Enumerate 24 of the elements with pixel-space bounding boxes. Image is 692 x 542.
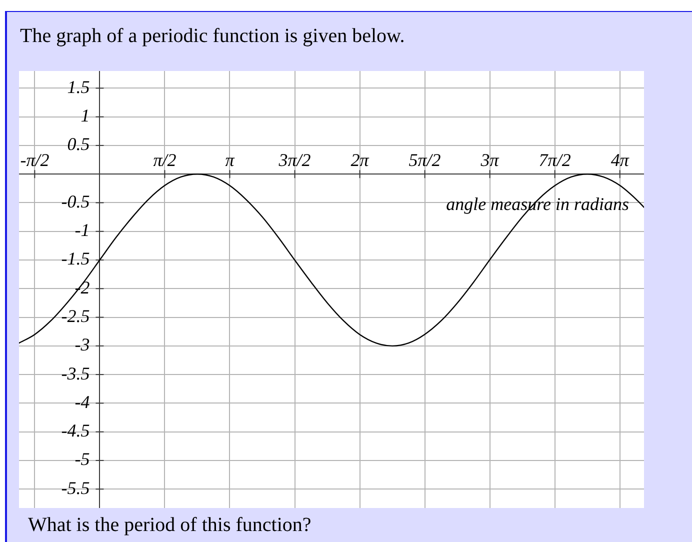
x-tick-label: 3π (480, 150, 500, 170)
y-tick-label: -4.5 (61, 420, 90, 441)
y-tick-label: 0.5 (67, 134, 90, 154)
y-tick-label: -4 (74, 392, 90, 412)
x-tick-label: π/2 (153, 150, 176, 170)
y-tick-label: -0.5 (61, 191, 90, 212)
y-tick-label: -2.5 (61, 306, 90, 326)
chart-title: The graph of a periodic function is given below. (20, 25, 405, 47)
y-tick-label: -3 (74, 334, 90, 355)
x-tick-label: 3π/2 (278, 150, 311, 170)
text: What is the period of this function? (28, 514, 312, 536)
y-tick-label: -5.5 (61, 478, 90, 498)
x-tick-label: 7π/2 (538, 150, 571, 170)
y-tick-label: 1 (80, 106, 90, 126)
y-tick-label: -3.5 (61, 363, 90, 384)
x-tick-label: 5π/2 (408, 150, 441, 170)
x-tick-label: π (225, 150, 236, 170)
y-tick-label: 1.5 (67, 76, 90, 97)
y-tick-label: -1 (74, 220, 90, 240)
x-tick-label: 2π (350, 150, 370, 170)
x-tick-label: -π/2 (20, 150, 50, 170)
y-tick-label: -1.5 (61, 248, 90, 269)
x-tick-label: 4π (610, 150, 630, 170)
y-tick-label: -5 (74, 449, 90, 470)
